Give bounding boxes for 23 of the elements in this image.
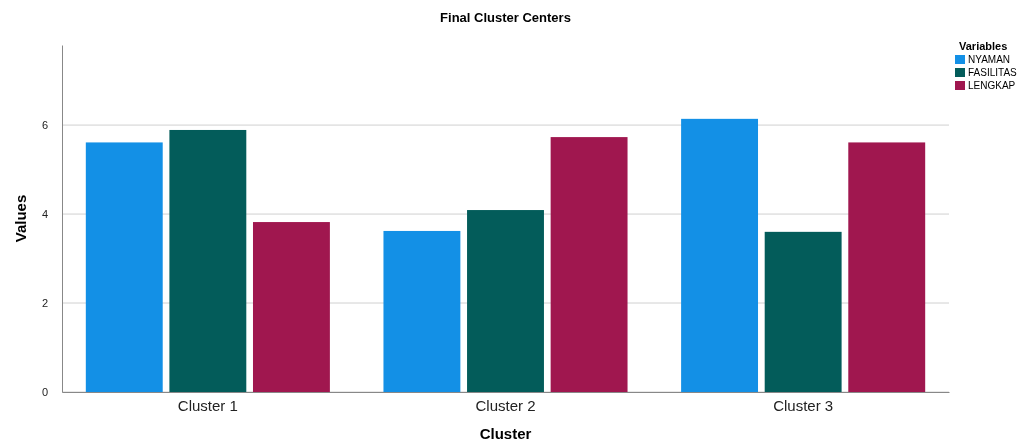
- legend-label: FASILITAS: [968, 67, 1018, 78]
- bar: [764, 231, 842, 392]
- bar: [85, 142, 163, 392]
- x-tick-label: Cluster 2: [475, 396, 536, 414]
- x-axis-title: Cluster: [479, 425, 532, 442]
- legend-label: NYAMAN: [968, 54, 1011, 65]
- x-tick-label: Cluster 1: [177, 396, 238, 414]
- legend-label: LENGKAP: [968, 80, 1016, 91]
- chart-title: Final Cluster Centers: [440, 10, 571, 25]
- bar: [169, 129, 247, 392]
- bar: [252, 222, 330, 392]
- y-tick-label: 0: [41, 386, 48, 399]
- bar: [681, 118, 759, 392]
- legend-title: Variables: [959, 40, 1008, 52]
- y-tick-label: 4: [41, 208, 48, 221]
- bar: [550, 137, 628, 392]
- y-tick-label: 2: [41, 297, 48, 310]
- x-tick-label: Cluster 3: [773, 396, 834, 414]
- y-tick-label: 6: [41, 119, 48, 132]
- bar: [383, 230, 461, 392]
- bar: [467, 210, 544, 392]
- y-axis-title: Values: [12, 194, 29, 243]
- bar: [848, 142, 926, 392]
